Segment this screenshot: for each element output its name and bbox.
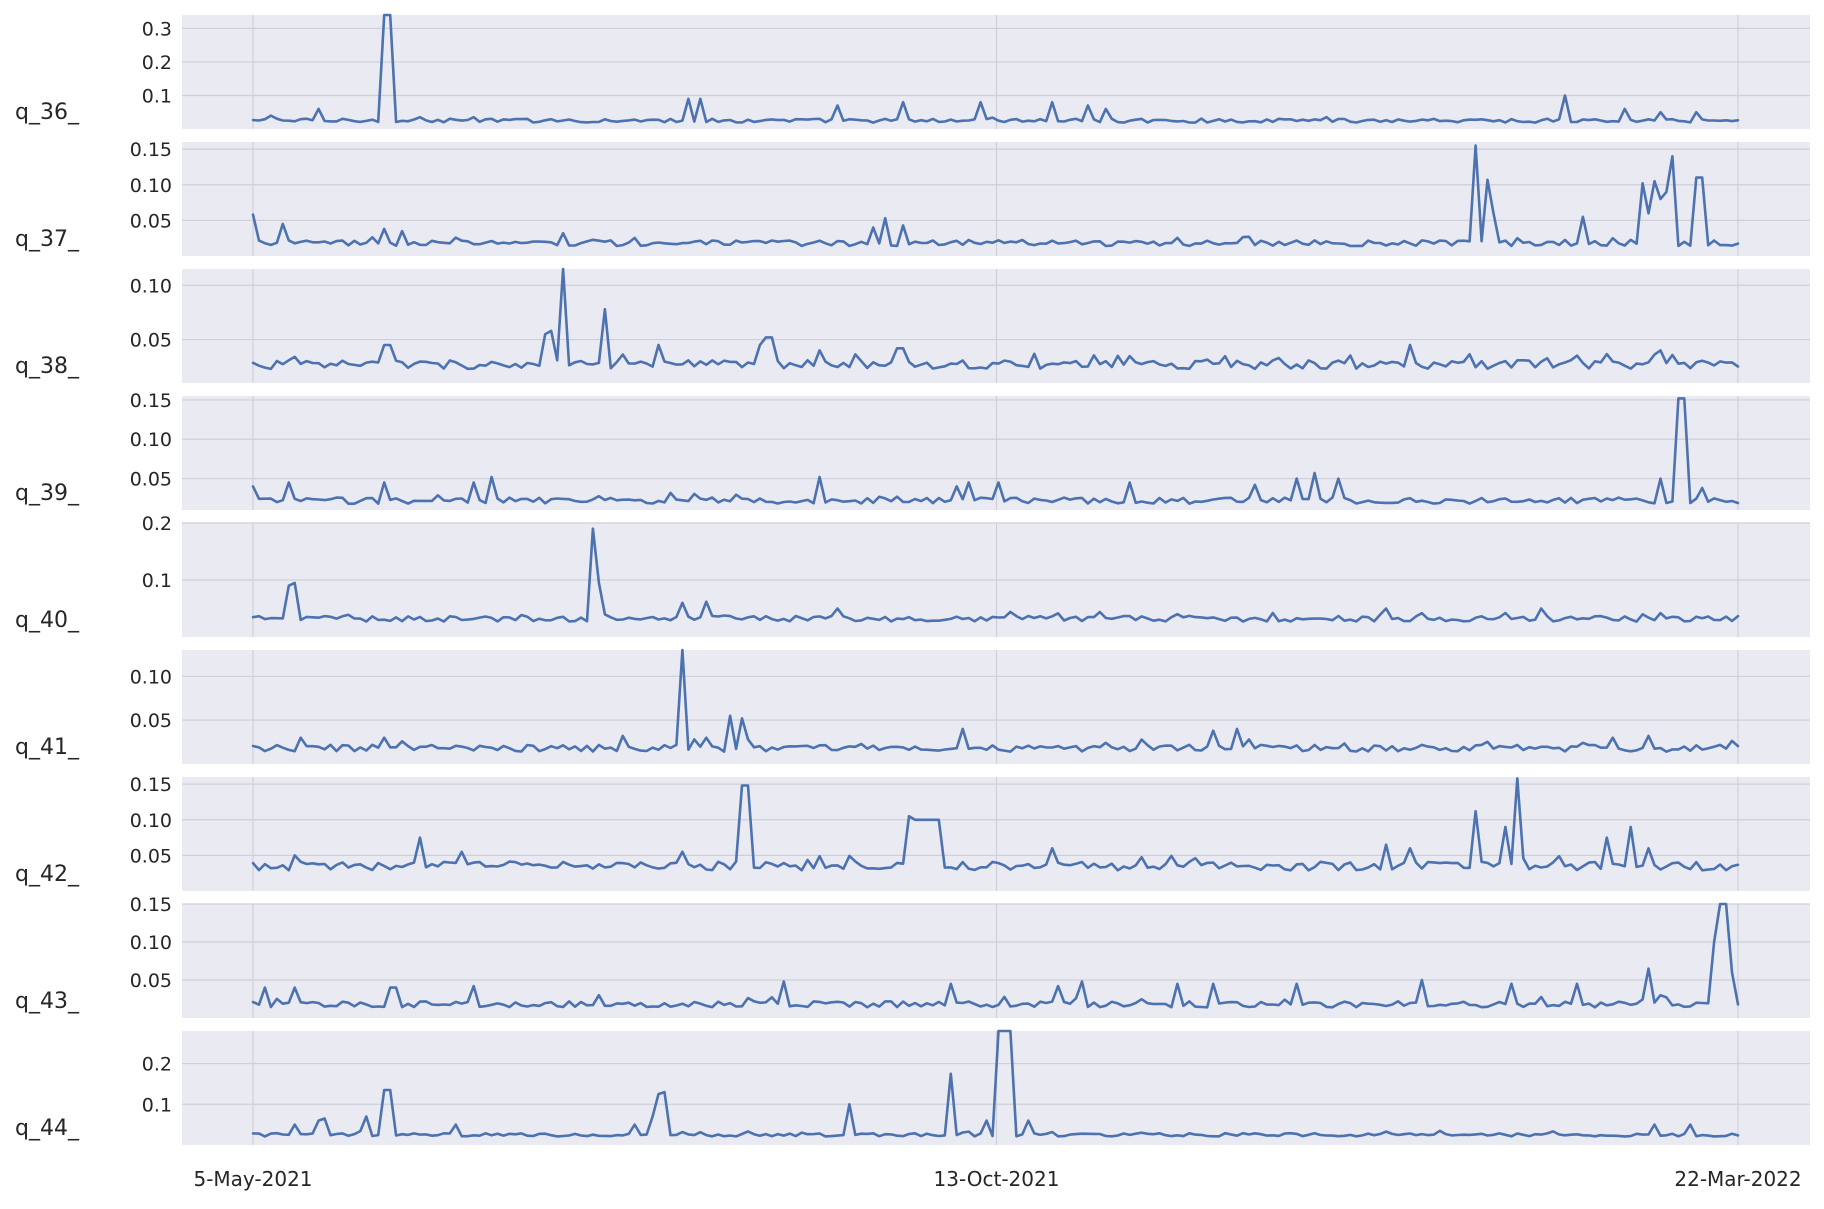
y-tick-label: 0.05 [130,845,172,867]
series-line [251,527,1740,623]
series-line [251,267,1740,371]
y-tick-label: 0.3 [142,18,172,40]
panel-label: q_43_ [15,989,80,1014]
panel-label: q_38_ [15,354,80,379]
series-line [251,397,1740,506]
y-tick-label: 0.10 [130,429,172,451]
x-tick-label: 13-Oct-2021 [934,1167,1060,1191]
panel-label: q_39_ [15,481,80,506]
y-tick-label: 0.05 [130,469,172,491]
y-tick-label: 0.1 [142,85,172,107]
y-tick-label: 0.1 [142,570,172,592]
y-tick-label: 0.10 [130,275,172,297]
y-tick-label: 0.10 [130,810,172,832]
y-tick-label: 0.10 [130,666,172,688]
y-tick-label: 0.2 [142,1054,172,1076]
series-line [251,648,1740,754]
panel-label: q_41_ [15,735,80,760]
series-line [251,1029,1740,1138]
panel-label: q_36_ [15,100,80,125]
y-tick-label: 0.15 [130,774,172,796]
y-tick-label: 0.05 [130,970,172,992]
y-tick-label: 0.05 [130,330,172,352]
panel-label: q_40_ [15,608,80,633]
y-tick-label: 0.10 [130,932,172,954]
y-tick-label: 0.15 [130,390,172,412]
panel-label: q_44_ [15,1116,80,1141]
series-line [251,144,1740,248]
y-tick-label: 0.05 [130,210,172,232]
x-tick-label: 5-May-2021 [193,1167,312,1191]
series-line [251,777,1740,872]
y-tick-label: 0.10 [130,175,172,197]
panel-label: q_42_ [15,862,80,887]
series-line [251,13,1740,124]
series-line [251,902,1740,1009]
y-tick-label: 0.15 [130,894,172,916]
y-tick-label: 0.05 [130,710,172,732]
y-tick-label: 0.1 [142,1094,172,1116]
y-tick-label: 0.2 [142,513,172,535]
x-tick-label: 22-Mar-2022 [1674,1167,1801,1191]
y-tick-label: 0.2 [142,52,172,74]
y-tick-label: 0.15 [130,139,172,161]
panel-label: q_37_ [15,227,80,252]
